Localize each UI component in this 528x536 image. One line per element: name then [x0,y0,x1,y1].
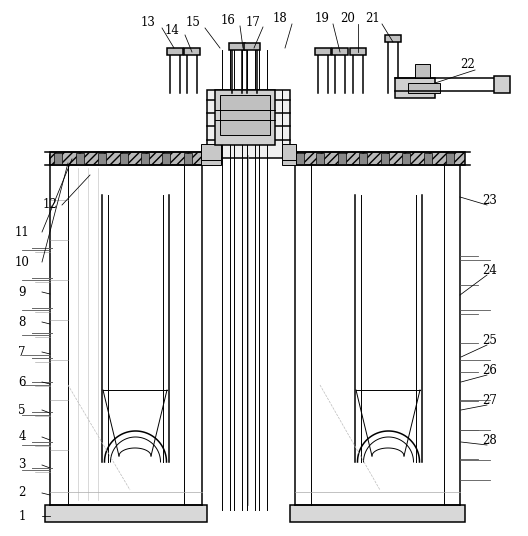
Bar [282,145,296,165]
Bar [167,48,183,55]
Bar [385,35,401,42]
Text: 19: 19 [315,11,329,25]
Bar [54,153,62,164]
Bar [350,48,366,55]
Bar [296,153,304,164]
Text: 1: 1 [18,510,26,523]
Bar [120,153,128,164]
Bar [201,144,221,160]
Bar [408,83,440,93]
Bar [244,43,260,50]
Text: 23: 23 [483,193,497,206]
Text: 28: 28 [483,434,497,446]
Text: 11: 11 [15,226,30,239]
Bar [316,153,324,164]
Bar [446,153,454,164]
Text: 24: 24 [483,264,497,277]
Bar [359,153,367,164]
Bar [220,95,270,135]
Bar [184,153,192,164]
Text: 21: 21 [365,11,380,25]
Text: 25: 25 [483,333,497,346]
Text: 20: 20 [341,11,355,25]
Text: 12: 12 [43,198,58,212]
Bar [45,505,207,522]
Bar [338,153,346,164]
Bar [494,76,510,93]
Bar [201,145,221,165]
Text: 6: 6 [18,376,26,389]
Text: 3: 3 [18,458,26,472]
Text: 26: 26 [483,363,497,376]
Text: 13: 13 [140,16,155,28]
Text: 7: 7 [18,346,26,359]
Bar [424,153,432,164]
Bar [381,153,389,164]
Text: 14: 14 [165,24,180,36]
Bar [207,90,290,158]
Text: 15: 15 [185,16,201,28]
Text: 17: 17 [246,16,260,28]
Bar [290,152,465,165]
Text: 18: 18 [272,11,287,25]
Bar [229,43,245,50]
Text: 5: 5 [18,404,26,416]
Text: 9: 9 [18,286,26,299]
Bar [315,48,331,55]
Bar [290,505,465,522]
Bar [162,153,170,164]
Text: 4: 4 [18,430,26,443]
Bar [141,153,149,164]
Text: 16: 16 [221,13,235,26]
Bar [402,153,410,164]
Bar [184,48,200,55]
Text: 2: 2 [18,487,26,500]
Text: 22: 22 [460,58,475,71]
Bar [395,78,435,98]
Bar [76,153,84,164]
Text: 27: 27 [483,393,497,406]
Bar [98,153,106,164]
Bar [415,64,430,78]
Bar [332,48,348,55]
Text: 10: 10 [15,256,30,269]
Bar [50,152,207,165]
Bar [215,90,275,145]
Text: 8: 8 [18,316,26,329]
Bar [282,144,296,160]
